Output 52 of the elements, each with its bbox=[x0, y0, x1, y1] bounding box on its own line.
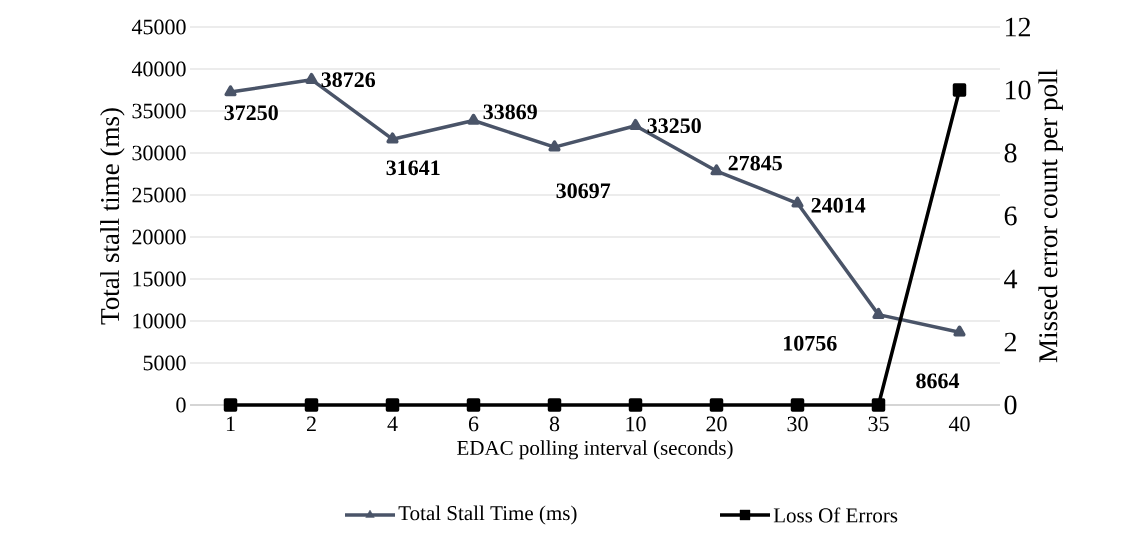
x-tick-label: 2 bbox=[306, 416, 316, 432]
data-label: 27845 bbox=[728, 155, 782, 171]
data-label: 33869 bbox=[483, 104, 537, 120]
y-tick-label: 15000 bbox=[133, 271, 186, 287]
y2-tick-label: 2 bbox=[1004, 332, 1016, 352]
y-axis-title: Total stall time (ms) bbox=[100, 108, 125, 325]
y-tick-label: 35000 bbox=[132, 103, 186, 119]
x-tick-label: 1 bbox=[226, 416, 235, 432]
point bbox=[953, 325, 966, 337]
y-tick-label: 20000 bbox=[132, 229, 186, 245]
legend-label: Loss Of Errors bbox=[773, 507, 898, 523]
y2-tick-label: 10 bbox=[1005, 80, 1031, 100]
data-label: 33250 bbox=[647, 118, 701, 134]
y-tick-label: 0 bbox=[176, 397, 186, 413]
x-tick-label: 20 bbox=[706, 416, 727, 432]
point bbox=[629, 118, 642, 130]
x-tick-label: 10 bbox=[626, 416, 646, 432]
point bbox=[224, 85, 237, 97]
point bbox=[305, 72, 318, 84]
point bbox=[710, 164, 723, 176]
x-tick-label: 4 bbox=[387, 416, 398, 431]
x-tick-label: 40 bbox=[948, 416, 970, 432]
legend-label: Total Stall Time (ms) bbox=[398, 505, 577, 525]
x-axis-title: EDAC polling interval (seconds) bbox=[457, 440, 733, 460]
y2-axis-title: Missed error count per poll bbox=[1038, 69, 1063, 363]
point bbox=[386, 132, 399, 144]
y-tick-label: 10000 bbox=[133, 313, 186, 329]
point bbox=[791, 196, 804, 208]
y2-tick-label: 6 bbox=[1004, 206, 1017, 226]
y2-tick-label: 12 bbox=[1005, 17, 1030, 37]
y-tick-label: 25000 bbox=[132, 187, 186, 203]
data-label: 24014 bbox=[811, 197, 866, 213]
point bbox=[467, 113, 480, 125]
y-tick-label: 30000 bbox=[132, 145, 186, 161]
x-tick-label: 6 bbox=[468, 416, 479, 432]
point bbox=[548, 140, 561, 152]
data-label: 8664 bbox=[916, 373, 960, 389]
data-label: 30697 bbox=[556, 183, 611, 199]
y-tick-label: 5000 bbox=[143, 355, 186, 371]
y2-tick-label: 8 bbox=[1004, 143, 1017, 163]
y2-tick-label: 4 bbox=[1004, 269, 1018, 289]
y2-tick-label: 0 bbox=[1004, 395, 1017, 415]
data-label: 10756 bbox=[784, 335, 837, 351]
x-tick-label: 30 bbox=[787, 416, 808, 432]
x-tick-label: 8 bbox=[549, 416, 560, 432]
data-label: 37250 bbox=[224, 105, 278, 121]
data-label: 31641 bbox=[386, 160, 440, 176]
data-label: 38726 bbox=[321, 72, 376, 88]
point bbox=[872, 307, 885, 319]
y-tick-label: 45000 bbox=[131, 19, 186, 35]
x-tick-label: 35 bbox=[868, 416, 889, 432]
y-tick-label: 40000 bbox=[131, 61, 186, 77]
